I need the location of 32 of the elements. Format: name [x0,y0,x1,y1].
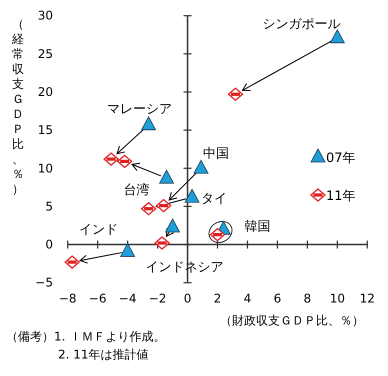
y-tick-label: 20 [38,84,53,99]
x-tick-label: −4 [118,292,136,306]
annotation: 韓国 [244,219,270,234]
annotation: 台湾 [124,182,150,198]
text: （備考）1. ＩＭＦより作成。 [6,330,166,344]
x-tick-label: 0 [184,292,192,306]
x-axis-title: （財政収支ＧＤＰ比、％） [220,314,364,328]
y-tick-label: −5 [35,276,53,290]
x-tick-label: 2 [214,292,222,306]
y-tick-label: 5 [45,199,53,214]
x-tick-label: 8 [304,292,312,306]
annotation: インド [79,222,118,238]
y-tick-label: 15 [38,123,53,138]
y-tick-label: 0 [45,238,53,252]
annotation: マレーシア [107,102,172,117]
x-tick-label: 4 [244,292,252,306]
x-tick-label: 12 [360,292,375,306]
x-tick-label: −8 [58,292,77,306]
y-tick-label: 30 [38,8,53,23]
annotation: タイ [201,191,228,206]
x-tick-label: 10 [330,292,345,306]
y-tick-label: 10 [38,161,53,176]
y-axis-title: （経常収支ＧＤＰ比、％） [12,17,24,196]
legend-label: 07年 [326,151,356,166]
annotation: シンガポール [262,16,340,32]
annotation: 中国 [203,146,230,162]
y-tick-label: 25 [38,46,53,61]
x-tick-label: −6 [88,292,107,306]
x-tick-label: 6 [274,292,282,306]
text: 2. 11年は推計値 [58,348,149,362]
legend-label: 11年 [326,189,356,204]
x-tick-label: −2 [148,292,166,306]
